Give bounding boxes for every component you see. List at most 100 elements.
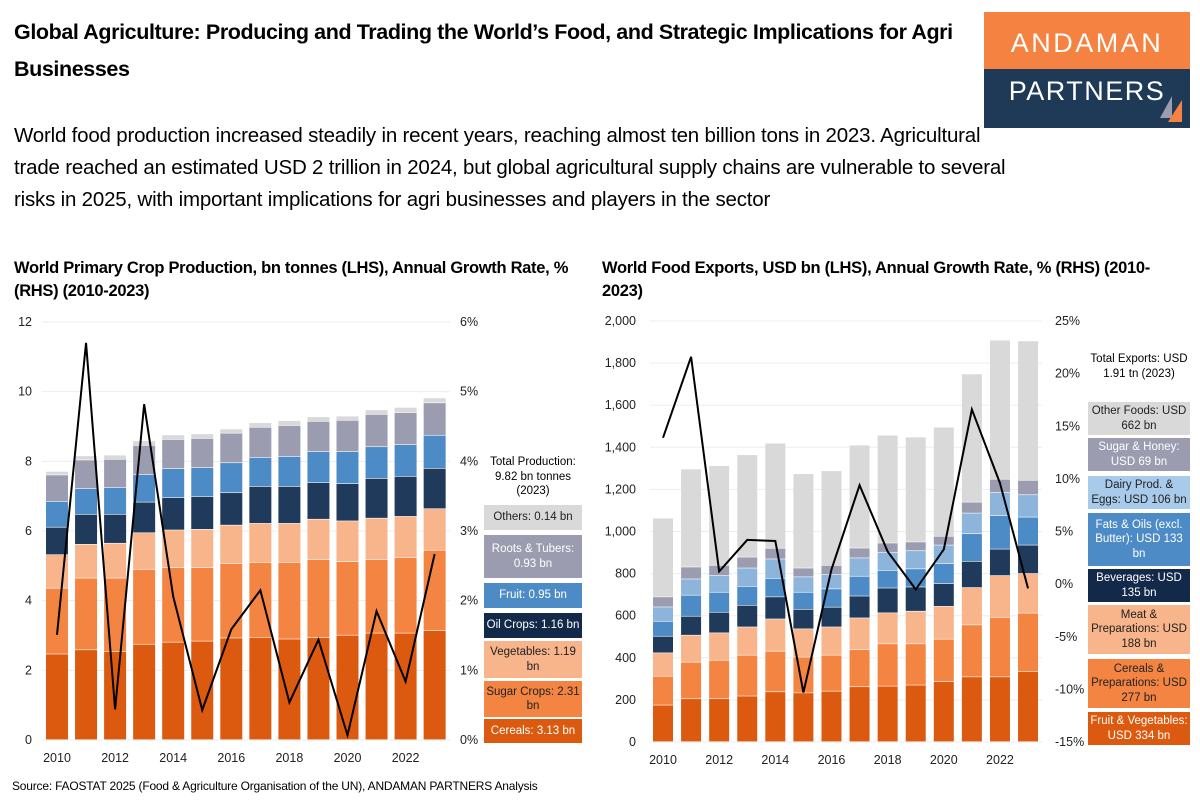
bar-fruit-2018 <box>278 456 301 487</box>
x-tick-label: 2010 <box>649 753 677 767</box>
y2-tick-label: 10% <box>1055 472 1080 486</box>
bar-fruit-2017 <box>249 457 272 487</box>
bar-fruit_veg-2019 <box>905 685 926 742</box>
y2-tick-label: -10% <box>1055 682 1084 696</box>
bar-cereals-2011 <box>75 650 98 740</box>
y2-tick-label: 15% <box>1055 419 1080 433</box>
bar-meat-2019 <box>905 611 926 644</box>
bar-oil-2014 <box>162 497 185 530</box>
bar-sugar-2021 <box>365 559 388 633</box>
bar-fruit_veg-2015 <box>793 693 814 742</box>
bar-oil-2019 <box>307 482 330 519</box>
bar-fruit_veg-2022 <box>989 677 1010 742</box>
bar-meat-2017 <box>849 618 870 650</box>
bar-fruit-2010 <box>46 501 68 527</box>
y-tick-label: 0 <box>25 733 32 747</box>
y2-tick-label: 25% <box>1055 314 1080 328</box>
exports-chart-title: World Food Exports, USD bn (LHS), Annual… <box>602 259 1150 300</box>
bar-meat-2015 <box>793 629 814 657</box>
legend-fats-oils: Fats & Oils (excl. Butter): USD 133 bn <box>1088 513 1190 566</box>
bar-cereals-2019 <box>905 644 926 685</box>
x-tick-label: 2022 <box>392 751 420 765</box>
bar-others-2017 <box>249 423 272 427</box>
bar-beverages-2012 <box>709 612 730 633</box>
bar-fruit-2023 <box>423 435 446 469</box>
y-tick-label: 0 <box>629 735 636 749</box>
y2-tick-label: 2% <box>460 594 478 608</box>
production-chart-title: World Primary Crop Production, bn tonnes… <box>14 259 569 300</box>
bar-fruit_veg-2023 <box>1018 671 1039 742</box>
bar-roots-2022 <box>394 412 417 445</box>
y2-tick-label: 20% <box>1055 367 1080 381</box>
exports-legend-header: Total Exports: USD 1.91 tn (2023) <box>1090 353 1188 380</box>
bar-cereals-2020 <box>933 639 954 682</box>
bar-sugar_honey-2023 <box>1018 480 1039 495</box>
bar-vegetables-2022 <box>394 516 417 558</box>
bar-other-2019 <box>905 437 926 542</box>
bar-sugar_honey-2020 <box>933 536 954 545</box>
bar-dairy-2015 <box>793 577 814 592</box>
bar-other-2017 <box>849 445 870 548</box>
bar-sugar_honey-2013 <box>737 557 758 568</box>
bar-others-2018 <box>278 420 301 426</box>
bar-other-2010 <box>653 518 673 597</box>
x-tick-label: 2022 <box>986 753 1014 767</box>
bar-cereals-2018 <box>877 644 898 686</box>
bar-oil-2016 <box>220 493 243 525</box>
legend-vegetables: Vegetables: 1.19 bn <box>484 641 582 678</box>
bar-cereals-2021 <box>961 625 982 677</box>
bar-dairy-2016 <box>821 574 842 589</box>
bar-cereals-2010 <box>653 676 673 705</box>
bar-oil-2013 <box>133 502 156 533</box>
bar-other-2023 <box>1018 341 1039 480</box>
bar-others-2021 <box>365 410 388 415</box>
y-tick-label: 1,600 <box>605 398 636 412</box>
bar-others-2019 <box>307 417 330 422</box>
x-tick-label: 2020 <box>334 751 362 765</box>
bar-cereals-2023 <box>423 630 446 740</box>
bar-other-2018 <box>877 435 898 543</box>
bar-vegetables-2015 <box>191 529 214 568</box>
bar-sugar-2016 <box>220 563 243 638</box>
bar-others-2012 <box>104 455 127 459</box>
legend-sugar-crops: Sugar Crops: 2.31 bn <box>484 681 582 717</box>
bar-roots-2015 <box>191 438 214 468</box>
bar-roots-2010 <box>46 475 68 502</box>
bar-sugar-2010 <box>46 588 68 654</box>
legend-meat: Meat & Preparations: USD 188 bn <box>1088 605 1190 654</box>
bar-cereals-2012 <box>104 651 127 740</box>
y-tick-label: 2,000 <box>605 314 636 328</box>
y-tick-label: 2 <box>25 663 32 677</box>
bar-beverages-2018 <box>877 588 898 613</box>
bar-roots-2014 <box>162 439 185 469</box>
bar-fruit-2011 <box>75 488 98 515</box>
bar-meat-2013 <box>737 627 758 655</box>
bar-oil-2018 <box>278 486 301 524</box>
logo-line-2: PARTNERS <box>984 69 1190 128</box>
y2-tick-label: 3% <box>460 524 478 538</box>
bar-others-2016 <box>220 429 243 433</box>
growth-rate-line <box>662 356 1030 693</box>
bar-vegetables-2023 <box>423 509 446 550</box>
bar-roots-2016 <box>220 433 243 463</box>
bar-dairy-2023 <box>1018 495 1039 517</box>
x-tick-label: 2018 <box>874 753 902 767</box>
bar-fats_oils-2022 <box>989 515 1010 549</box>
y-tick-label: 1,800 <box>605 356 636 370</box>
bar-fruit-2022 <box>394 444 417 477</box>
bar-sugar-2018 <box>278 562 301 639</box>
bar-fruit_veg-2011 <box>681 699 702 742</box>
bar-sugar_honey-2015 <box>793 568 814 577</box>
bar-beverages-2022 <box>989 549 1010 576</box>
legend-beverages: Beverages: USD 135 bn <box>1088 569 1190 602</box>
bar-oil-2022 <box>394 476 417 517</box>
bar-cereals-2016 <box>821 655 842 691</box>
bar-vegetables-2011 <box>75 544 98 578</box>
logo-line-2-text: PARTNERS <box>1008 76 1166 106</box>
bar-vegetables-2019 <box>307 519 330 560</box>
bar-other-2016 <box>821 471 842 566</box>
bar-roots-2021 <box>365 414 388 447</box>
x-tick-label: 2016 <box>818 753 846 767</box>
bar-sugar-2014 <box>162 567 185 642</box>
bar-sugar_honey-2011 <box>681 567 702 579</box>
